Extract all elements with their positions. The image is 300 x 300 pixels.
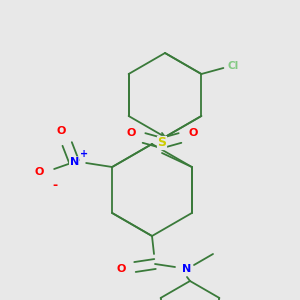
- Text: -: -: [52, 178, 58, 191]
- Text: N: N: [70, 157, 79, 167]
- Text: O: O: [34, 167, 44, 177]
- Text: O: O: [126, 128, 136, 138]
- Text: +: +: [80, 149, 88, 159]
- Text: Cl: Cl: [228, 61, 239, 71]
- Text: O: O: [56, 126, 66, 136]
- Text: O: O: [116, 264, 126, 274]
- Text: N: N: [182, 264, 192, 274]
- Text: O: O: [188, 128, 198, 138]
- Text: S: S: [158, 136, 166, 149]
